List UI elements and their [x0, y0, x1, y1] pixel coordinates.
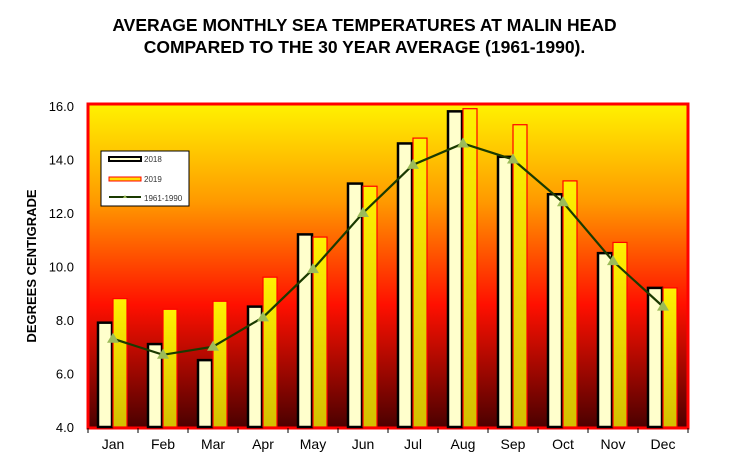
legend: 2018 2019 1961-1990 [100, 150, 190, 207]
x-tick-label: Feb [151, 436, 175, 452]
x-tick-label: Oct [552, 436, 574, 452]
x-tick-label: Nov [601, 436, 626, 452]
avg-marker [407, 158, 419, 169]
bar-2019 [362, 185, 378, 428]
bar-2018 [196, 358, 214, 429]
chart-title: AVERAGE MONTHLY SEA TEMPERATURES AT MALI… [0, 14, 729, 58]
bar-2018 [546, 193, 564, 429]
x-tick-label: May [300, 436, 326, 452]
bar-2018 [296, 233, 314, 429]
bar-2019 [512, 124, 528, 428]
y-tick-label: 8.0 [56, 313, 74, 328]
bar-2019 [412, 137, 428, 428]
legend-label: 1961-1990 [144, 194, 183, 203]
avg-marker [257, 311, 269, 322]
bar-2019 [312, 236, 328, 428]
legend-swatch-2019 [108, 176, 142, 182]
bar-2018 [246, 305, 264, 429]
y-tick-label: 12.0 [49, 206, 74, 221]
y-tick-label: 14.0 [49, 153, 74, 168]
x-tick-label: Jun [352, 436, 375, 452]
x-tick-label: Sep [501, 436, 526, 452]
bar-2019 [162, 308, 178, 428]
x-tick-label: Aug [451, 436, 476, 452]
bar-2018 [396, 142, 414, 429]
avg-marker [307, 263, 319, 274]
legend-swatch-2018 [108, 156, 142, 162]
bar-2018 [346, 182, 364, 429]
x-tick-label: Apr [252, 436, 274, 452]
y-tick-label: 16.0 [49, 99, 74, 114]
bar-2018 [496, 155, 514, 429]
x-tick-label: Mar [201, 436, 225, 452]
legend-marker-avg [123, 195, 127, 198]
bar-2019 [262, 276, 278, 428]
avg-marker [457, 137, 469, 148]
x-tick-label: Jan [102, 436, 125, 452]
y-tick-label: 6.0 [56, 367, 74, 382]
bar-2019 [112, 298, 128, 428]
bar-2019 [612, 241, 628, 428]
avg-marker [207, 340, 219, 351]
chart-title-line1: AVERAGE MONTHLY SEA TEMPERATURES AT MALI… [112, 15, 617, 35]
bar-2018 [96, 321, 114, 429]
legend-label: 2018 [144, 155, 162, 164]
bar-2019 [462, 108, 478, 428]
avg-marker [157, 348, 169, 359]
legend-label: 2019 [144, 175, 162, 184]
bar-2018 [446, 110, 464, 429]
y-tick-label: 10.0 [49, 260, 74, 275]
bar-2018 [146, 342, 164, 429]
avg-marker [657, 300, 669, 311]
chart-title-line2: COMPARED TO THE 30 YEAR AVERAGE (1961-19… [143, 37, 586, 57]
bar-2019 [562, 180, 578, 428]
bar-2018 [646, 286, 664, 429]
line-1961-1990 [112, 142, 664, 356]
bar-2019 [662, 287, 678, 428]
x-tick-label: Dec [651, 436, 676, 452]
x-tick-label: Jul [404, 436, 422, 452]
y-axis-label: DEGREES CENTIGRADE [24, 189, 39, 342]
avg-marker [507, 153, 519, 164]
avg-marker [107, 332, 119, 343]
avg-marker [557, 196, 569, 207]
bar-2019 [212, 300, 228, 428]
avg-marker [357, 207, 369, 217]
bar-2018 [596, 251, 614, 429]
y-tick-label: 4.0 [56, 420, 74, 435]
avg-marker [607, 255, 619, 266]
